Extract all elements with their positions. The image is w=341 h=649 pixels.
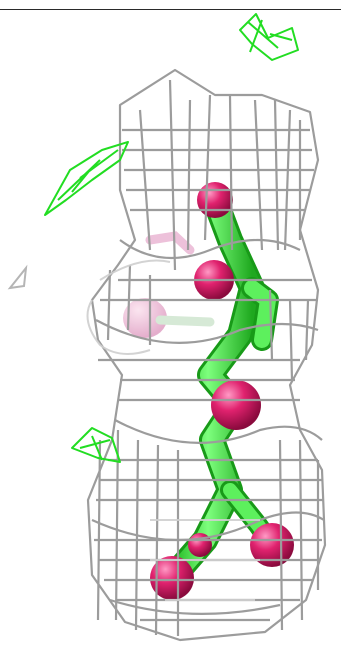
density-mesh-light (86, 259, 260, 601)
top-border (0, 9, 341, 10)
density-mesh (86, 68, 327, 642)
stray-mesh (7, 264, 28, 290)
difference-map-fragments (44, 13, 299, 463)
